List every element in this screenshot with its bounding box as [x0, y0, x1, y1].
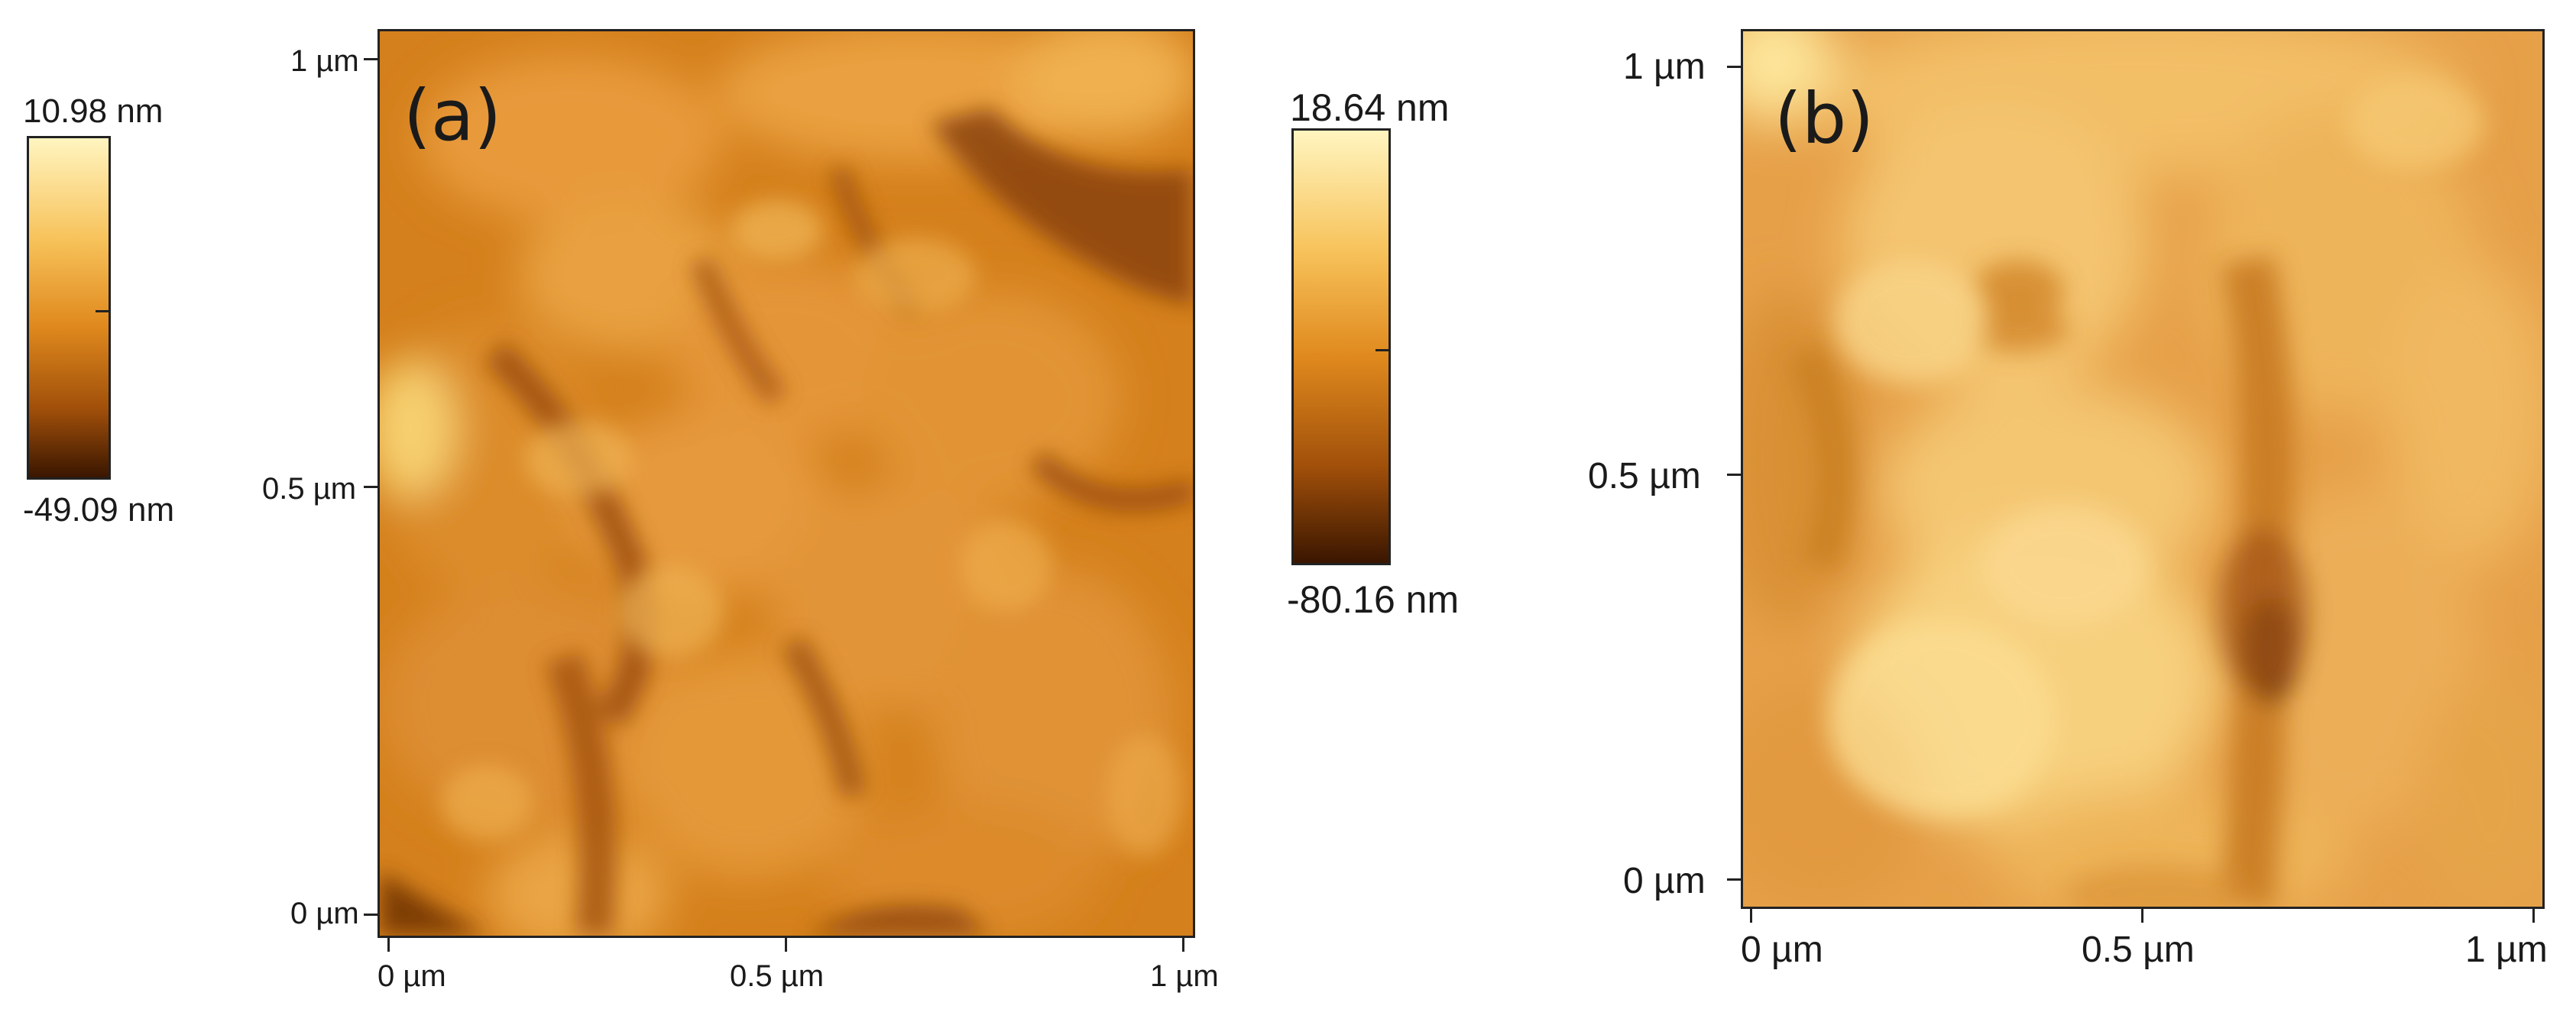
panel-b-y-tick-top: 1 µm: [1623, 47, 1706, 87]
panel-b-x-tick-left: 0 µm: [1741, 930, 1823, 970]
panel-a-y-tickmark-top: [364, 58, 377, 60]
colorbar-b-max-label: 18.64 nm: [1290, 86, 1450, 129]
panel-a-y-tick-mid: 0.5 µm: [262, 472, 357, 506]
panel-a-x-tick-right: 1 µm: [1150, 959, 1219, 993]
panel-b-x-tickmark-mid: [2141, 909, 2143, 923]
panel-a-x-tickmark-left: [387, 938, 390, 952]
panel-a-x-tick-left: 0 µm: [377, 959, 446, 993]
panel-a-y-tick-top: 1 µm: [290, 44, 359, 78]
afm-image-b: [1741, 29, 2545, 909]
panel-b-y-tick-mid: 0.5 µm: [1588, 456, 1701, 496]
afm-surface-b: [1743, 31, 2542, 907]
panel-b-y-tick-bottom: 0 µm: [1623, 861, 1706, 901]
panel-a-x-tickmark-right: [1182, 938, 1184, 952]
panel-a-y-tickmark-mid: [364, 486, 377, 488]
panel-b-x-tick-right: 1 µm: [2465, 930, 2548, 970]
colorbar-a-max-label: 10.98 nm: [23, 92, 164, 130]
panel-b-y-tickmark-top: [1727, 66, 1741, 68]
panel-a-y-tick-bottom: 0 µm: [290, 897, 359, 930]
panel-a-letter: (a): [403, 75, 502, 157]
panel-a-x-tick-mid: 0.5 µm: [730, 959, 825, 993]
panel-a-y-tickmark-bottom: [364, 914, 377, 916]
afm-image-a: [377, 29, 1195, 938]
colorbar-b-min-label: -80.16 nm: [1287, 578, 1460, 621]
colorbar-a: [27, 136, 111, 480]
panel-b-x-tickmark-left: [1750, 909, 1752, 923]
colorbar-a-min-label: -49.09 nm: [23, 491, 175, 529]
colorbar-b: [1291, 128, 1391, 565]
panel-b-letter: (b): [1774, 78, 1874, 160]
panel-b-x-tick-mid: 0.5 µm: [2082, 930, 2195, 970]
afm-surface-a: [380, 31, 1193, 936]
panel-b-x-tickmark-right: [2532, 909, 2535, 923]
panel-b-y-tickmark-bottom: [1727, 878, 1741, 881]
panel-b-y-tickmark-mid: [1727, 474, 1741, 476]
panel-a-x-tickmark-mid: [785, 938, 787, 952]
